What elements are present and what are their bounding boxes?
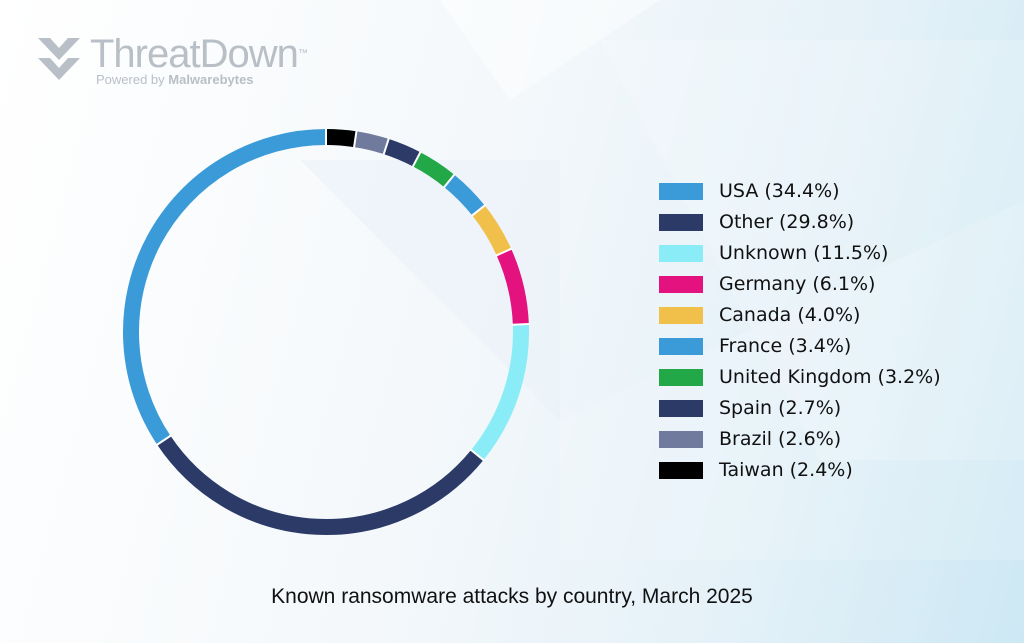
legend-label: Taiwan (2.4%) xyxy=(719,459,853,481)
legend-label: France (3.4%) xyxy=(719,335,852,357)
legend-swatch xyxy=(659,338,703,355)
slice-separator xyxy=(411,150,422,168)
threatdown-logo: ThreatDown™ Powered by Malwarebytes xyxy=(36,34,336,94)
slice-separator xyxy=(495,247,513,257)
chart-title: Known ransomware attacks by country, Mar… xyxy=(271,585,753,608)
legend-label: United Kingdom (3.2%) xyxy=(719,366,941,388)
slice-separator xyxy=(511,322,530,326)
legend-label: Canada (4.0%) xyxy=(719,304,861,326)
legend-label: Germany (6.1%) xyxy=(719,273,876,295)
legend-label: USA (34.4%) xyxy=(719,180,840,202)
donut-slice-spain xyxy=(383,138,421,167)
slice-separator xyxy=(155,434,172,447)
legend-swatch xyxy=(659,462,703,479)
slice-separator xyxy=(352,130,358,149)
legend-swatch xyxy=(659,307,703,324)
legend-swatch xyxy=(659,400,703,417)
donut-slice-other xyxy=(157,435,484,535)
slice-separator xyxy=(470,204,487,217)
legend-swatch xyxy=(659,214,703,231)
logo-wordmark: ThreatDown™ xyxy=(90,32,308,76)
legend-label: Other (29.8%) xyxy=(719,211,855,233)
donut-slice-usa xyxy=(123,129,327,445)
logo-tagline: Powered by Malwarebytes xyxy=(96,72,254,87)
legend-label: Unknown (11.5%) xyxy=(719,242,889,264)
donut-slice-france xyxy=(444,174,485,216)
donut-slice-taiwan xyxy=(325,129,357,148)
donut-slice-canada xyxy=(472,205,512,256)
threatdown-chevron-icon xyxy=(38,38,80,80)
slice-separator xyxy=(469,448,485,462)
donut-slice-united-kingdom xyxy=(412,152,455,188)
slice-separator xyxy=(382,137,390,156)
legend-label: Brazil (2.6%) xyxy=(719,428,842,450)
legend-label: Spain (2.7%) xyxy=(719,397,842,419)
legend-swatch xyxy=(659,369,703,386)
legend-swatch xyxy=(659,183,703,200)
donut-slice-unknown xyxy=(471,324,529,461)
legend-swatch xyxy=(659,276,703,293)
donut-slice-brazil xyxy=(353,131,389,155)
donut-slice-germany xyxy=(496,248,529,325)
slice-separator xyxy=(442,173,456,189)
legend-swatch xyxy=(659,431,703,448)
legend-swatch xyxy=(659,245,703,262)
